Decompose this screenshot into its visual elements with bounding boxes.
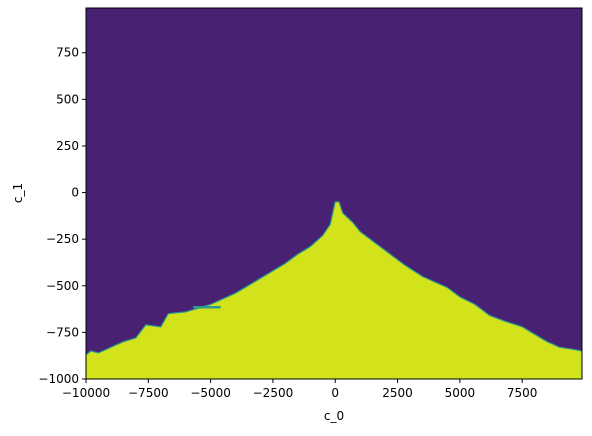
y-tick-label: −250 — [46, 232, 79, 246]
x-tick-label: 2500 — [382, 386, 413, 400]
x-tick-label: −10000 — [62, 386, 110, 400]
x-axis: −10000 −7500 −5000 −2500 0 2500 5000 7500 — [62, 379, 538, 400]
y-tick-label: 250 — [56, 139, 79, 153]
x-tick-label: 5000 — [445, 386, 476, 400]
x-tick-label: −5000 — [190, 386, 231, 400]
x-tick-label: 0 — [331, 386, 339, 400]
y-axis: −1000 −750 −500 −250 0 250 500 750 — [38, 46, 86, 386]
y-tick-label: −1000 — [38, 372, 79, 386]
y-tick-label: 750 — [56, 46, 79, 60]
y-tick-label: −500 — [46, 279, 79, 293]
y-axis-label: c_1 — [11, 183, 25, 203]
plot-area — [84, 8, 584, 381]
y-tick-label: 500 — [56, 92, 79, 106]
x-axis-label: c_0 — [324, 409, 344, 423]
x-tick-label: 7500 — [507, 386, 538, 400]
y-tick-label: −750 — [46, 325, 79, 339]
x-tick-label: −7500 — [128, 386, 169, 400]
y-tick-label: 0 — [71, 186, 79, 200]
x-tick-label: −2500 — [253, 386, 294, 400]
